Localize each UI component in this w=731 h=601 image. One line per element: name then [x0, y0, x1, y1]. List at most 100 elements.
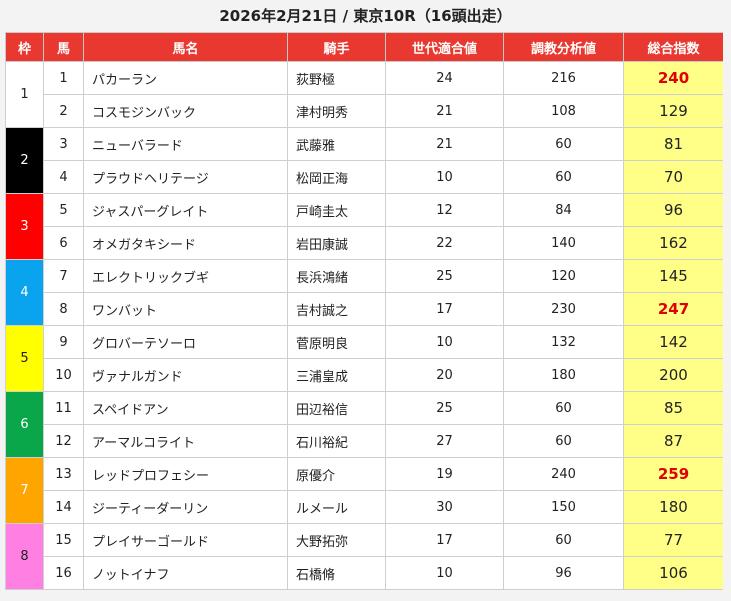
total-index-cell: 259 [623, 457, 724, 491]
total-index-cell: 106 [623, 556, 724, 590]
total-index-cell: 77 [623, 523, 724, 557]
table-row: 14 ジーティーダーリン ルメール 30 150 180 [6, 490, 724, 524]
training-analysis-cell: 230 [503, 292, 624, 326]
jockey-cell: 岩田康誠 [287, 226, 386, 260]
generation-fit-cell: 21 [385, 127, 504, 161]
table-row: 16 ノットイナフ 石橋脩 10 96 106 [6, 556, 724, 590]
training-analysis-cell: 60 [503, 160, 624, 194]
training-analysis-cell: 60 [503, 424, 624, 458]
horse-number-cell: 6 [43, 226, 84, 260]
jockey-cell: 吉村誠之 [287, 292, 386, 326]
header-horse-name: 馬名 [83, 32, 288, 62]
horse-number-cell: 15 [43, 523, 84, 557]
table-row: 6 オメガタキシード 岩田康誠 22 140 162 [6, 226, 724, 260]
table-row: 4 7 エレクトリックブギ 長浜鴻緒 25 120 145 [5, 259, 724, 326]
generation-fit-cell: 30 [385, 490, 504, 524]
horse-number-cell: 16 [43, 556, 84, 590]
header-total-index: 総合指数 [623, 32, 724, 62]
waku-cell: 2 [5, 127, 44, 194]
horse-number-cell: 7 [43, 259, 84, 293]
total-index-cell: 240 [623, 61, 724, 95]
training-analysis-cell: 60 [503, 391, 624, 425]
horse-name-cell: ヴァナルガンド [83, 358, 288, 392]
horse-name-cell: オメガタキシード [83, 226, 288, 260]
waku-cell: 8 [5, 523, 44, 590]
training-analysis-cell: 120 [503, 259, 624, 293]
jockey-cell: 菅原明良 [287, 325, 386, 359]
horse-number-cell: 4 [43, 160, 84, 194]
training-analysis-cell: 96 [503, 556, 624, 590]
table-row: 6 11 スペイドアン 田辺裕信 25 60 85 [5, 391, 724, 458]
horse-name-cell: ノットイナフ [83, 556, 288, 590]
jockey-cell: 戸崎圭太 [287, 193, 386, 227]
jockey-cell: 石川裕紀 [287, 424, 386, 458]
generation-fit-cell: 24 [385, 61, 504, 95]
total-index-cell: 247 [623, 292, 724, 326]
training-analysis-cell: 216 [503, 61, 624, 95]
total-index-cell: 81 [623, 127, 724, 161]
waku-cell: 1 [5, 61, 44, 128]
horse-number-cell: 3 [43, 127, 84, 161]
total-index-cell: 200 [623, 358, 724, 392]
generation-fit-cell: 25 [385, 391, 504, 425]
generation-fit-cell: 19 [385, 457, 504, 491]
table-row: 7 13 レッドプロフェシー 原優介 19 240 259 [5, 457, 724, 524]
jockey-cell: 長浜鴻緒 [287, 259, 386, 293]
table-body: 1 1 パカーラン 荻野極 24 216 240 2 コスモジンバック 津村明秀 21 108 129 2… [5, 61, 724, 590]
horse-name-cell: アーマルコライト [83, 424, 288, 458]
jockey-cell: 大野拓弥 [287, 523, 386, 557]
table-row: 4 プラウドヘリテージ 松岡正海 10 60 70 [6, 160, 724, 194]
horse-name-cell: パカーラン [83, 61, 288, 95]
table-row: 10 ヴァナルガンド 三浦皇成 20 180 200 [6, 358, 724, 392]
jockey-cell: 荻野極 [287, 61, 386, 95]
generation-fit-cell: 25 [385, 259, 504, 293]
horse-name-cell: ワンバット [83, 292, 288, 326]
jockey-cell: 石橋脩 [287, 556, 386, 590]
total-index-cell: 70 [623, 160, 724, 194]
horse-name-cell: レッドプロフェシー [83, 457, 288, 491]
total-index-cell: 162 [623, 226, 724, 260]
header-jockey: 騎手 [287, 32, 386, 62]
training-analysis-cell: 132 [503, 325, 624, 359]
waku-cell: 3 [5, 193, 44, 260]
table-row: 3 5 ジャスパーグレイト 戸崎圭太 12 84 96 [5, 193, 724, 260]
horse-number-cell: 13 [43, 457, 84, 491]
horse-number-cell: 9 [43, 325, 84, 359]
table-row: 5 9 グロバーテソーロ 菅原明良 10 132 142 [5, 325, 724, 392]
horse-number-cell: 1 [43, 61, 84, 95]
jockey-cell: ルメール [287, 490, 386, 524]
total-index-cell: 142 [623, 325, 724, 359]
generation-fit-cell: 22 [385, 226, 504, 260]
horse-number-cell: 11 [43, 391, 84, 425]
training-analysis-cell: 150 [503, 490, 624, 524]
jockey-cell: 武藤雅 [287, 127, 386, 161]
jockey-cell: 津村明秀 [287, 94, 386, 128]
table-row: 2 コスモジンバック 津村明秀 21 108 129 [6, 94, 724, 128]
horse-name-cell: グロバーテソーロ [83, 325, 288, 359]
horse-name-cell: ニューバラード [83, 127, 288, 161]
generation-fit-cell: 10 [385, 160, 504, 194]
generation-fit-cell: 27 [385, 424, 504, 458]
total-index-cell: 145 [623, 259, 724, 293]
page-edge [723, 32, 731, 601]
horse-name-cell: コスモジンバック [83, 94, 288, 128]
training-analysis-cell: 240 [503, 457, 624, 491]
generation-fit-cell: 17 [385, 523, 504, 557]
horse-name-cell: プレイサーゴールド [83, 523, 288, 557]
horse-number-cell: 2 [43, 94, 84, 128]
horse-number-cell: 5 [43, 193, 84, 227]
page-title: 2026年2月21日 / 東京10R（16頭出走） [219, 7, 512, 25]
header-horse-number: 馬 [43, 32, 84, 62]
total-index-cell: 129 [623, 94, 724, 128]
total-index-cell: 96 [623, 193, 724, 227]
generation-fit-cell: 21 [385, 94, 504, 128]
table-row: 8 15 プレイサーゴールド 大野拓弥 17 60 77 [5, 523, 724, 590]
header-waku: 枠 [5, 32, 44, 62]
generation-fit-cell: 10 [385, 325, 504, 359]
jockey-cell: 原優介 [287, 457, 386, 491]
horse-name-cell: スペイドアン [83, 391, 288, 425]
header-training-analysis: 調教分析値 [503, 32, 624, 62]
total-index-cell: 85 [623, 391, 724, 425]
table-header-row: 枠 馬 馬名 騎手 世代適合値 調教分析値 総合指数 [5, 32, 724, 62]
